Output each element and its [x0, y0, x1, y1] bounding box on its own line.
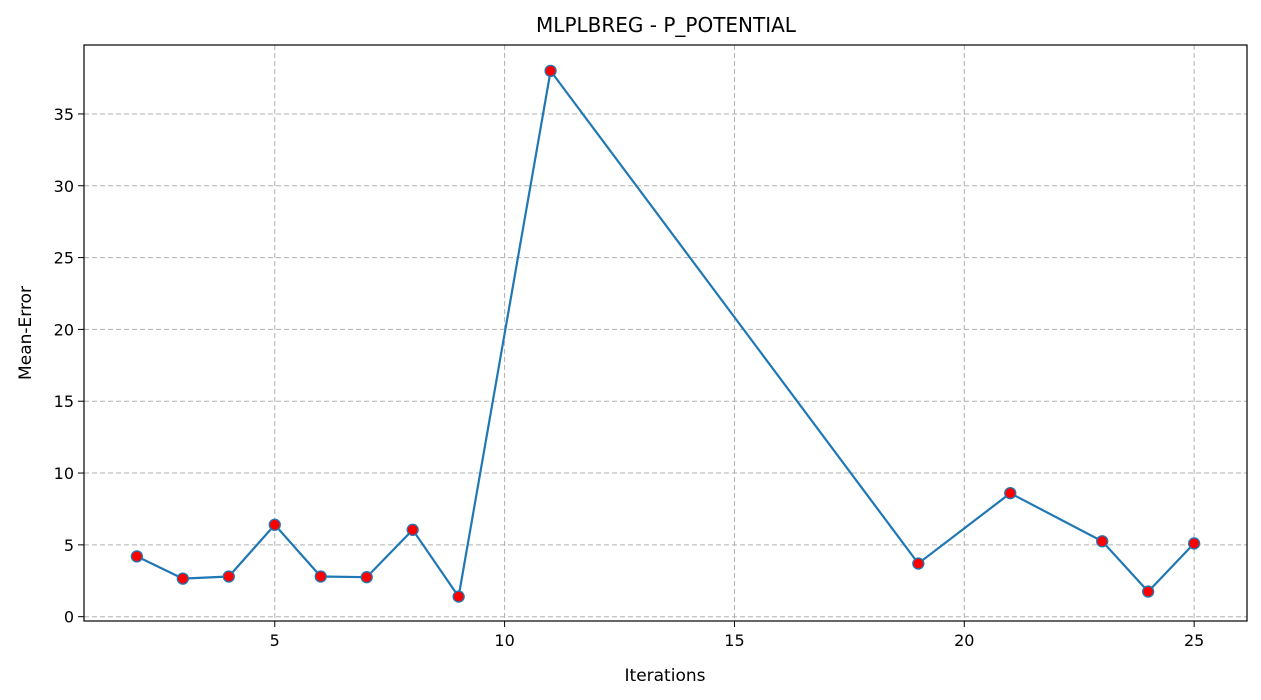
x-tick-label: 15 [724, 631, 744, 650]
y-axis-label: Mean-Error [16, 286, 36, 380]
data-point [406, 523, 419, 536]
data-point [452, 590, 465, 603]
chart-title: MLPLBREG - P_POTENTIAL [536, 13, 797, 37]
data-point [1187, 537, 1201, 550]
grid-lines [84, 45, 1247, 621]
data-point [130, 550, 144, 563]
data-point [360, 571, 373, 584]
x-tick-label: 20 [954, 631, 974, 650]
x-tick-label: 5 [270, 631, 280, 650]
data-point [912, 557, 925, 570]
y-tick-label: 20 [54, 320, 74, 339]
y-tick-label: 25 [54, 249, 74, 268]
data-point [1004, 487, 1017, 500]
y-tick-label: 30 [54, 177, 74, 196]
y-tick-label: 15 [54, 392, 74, 411]
series-line [136, 68, 1195, 600]
y-tick-label: 35 [54, 105, 74, 124]
data-point [544, 64, 557, 78]
data-point [314, 570, 327, 583]
y-tick-label: 5 [64, 536, 74, 555]
x-tick-label: 25 [1184, 631, 1204, 650]
axis-ticks: 5 10 15 20 25 0 5 10 15 20 25 30 35 [54, 105, 1205, 650]
x-axis-label: Iterations [625, 666, 706, 686]
data-point [268, 518, 281, 531]
data-point [222, 570, 235, 583]
y-tick-label: 10 [54, 464, 74, 483]
x-tick-label: 10 [494, 631, 514, 650]
series-layer [130, 64, 1201, 603]
data-point [1142, 585, 1155, 598]
y-tick-label: 0 [64, 608, 74, 627]
data-point [1096, 535, 1109, 548]
plot-frame [83, 44, 1248, 622]
data-point [176, 572, 189, 585]
